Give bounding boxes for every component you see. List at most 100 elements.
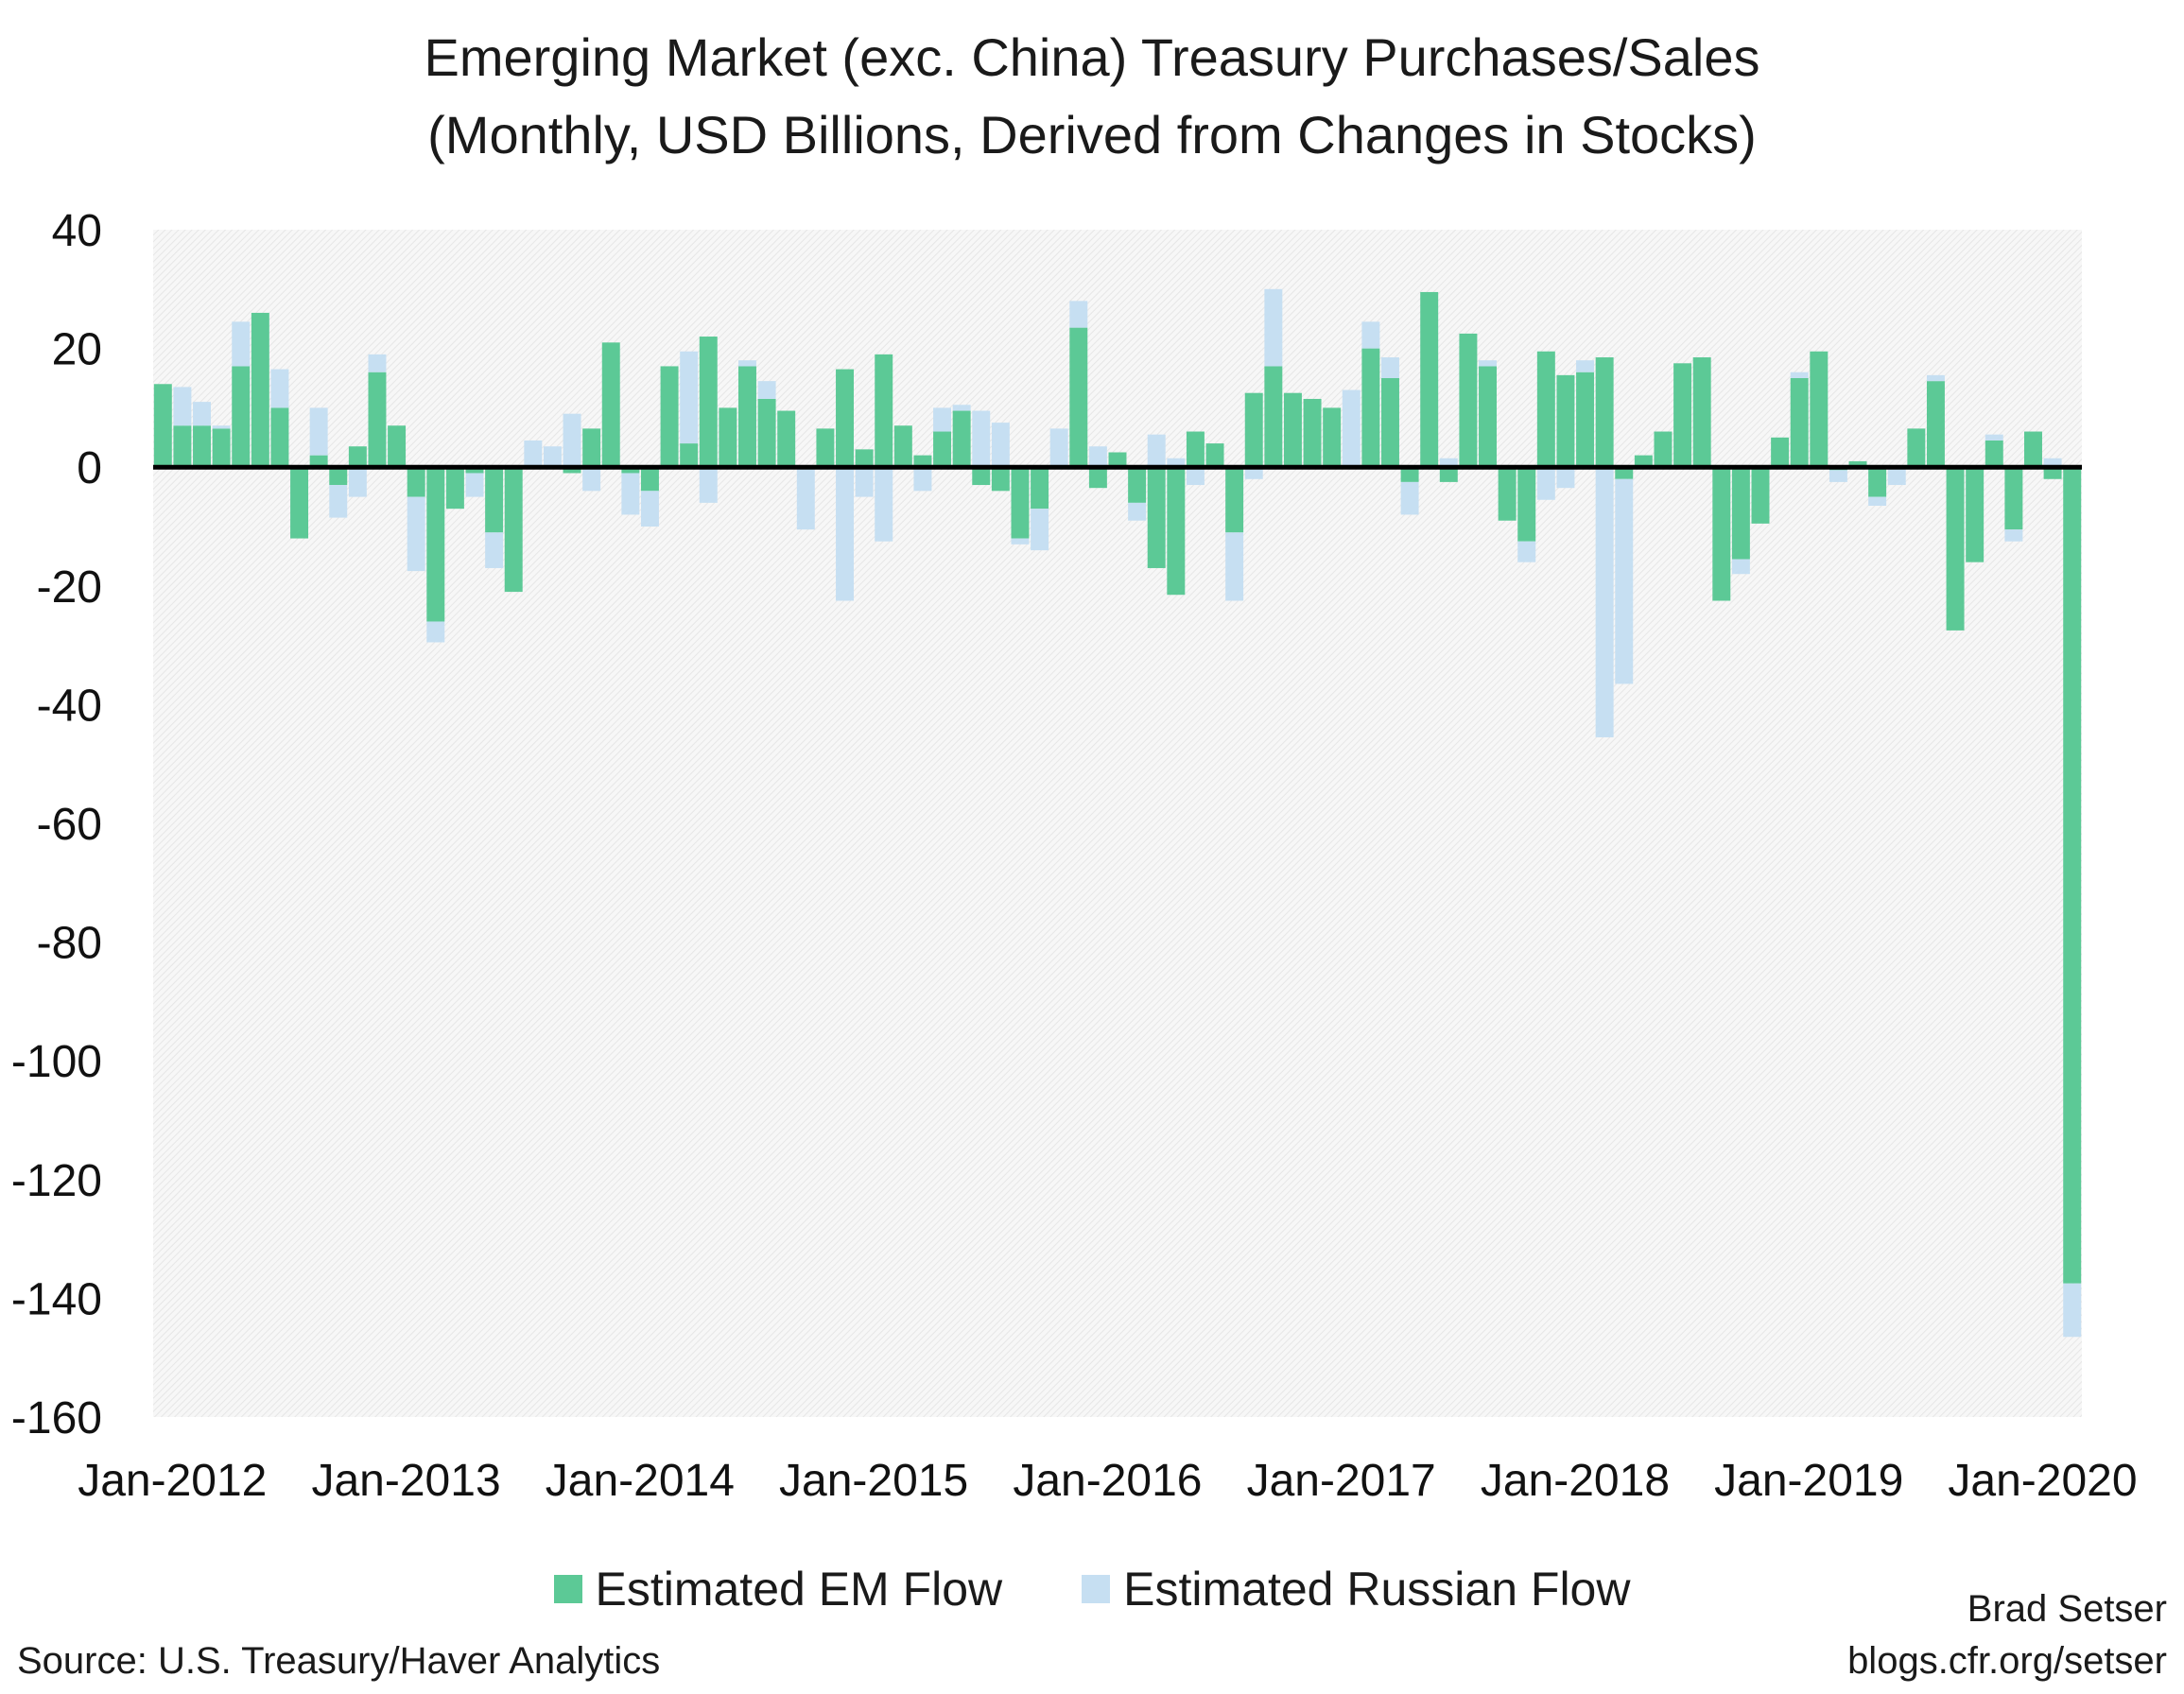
source-note: Source: U.S. Treasury/Haver Analytics [17,1640,661,1682]
bar-em [465,467,484,474]
bar-em [777,410,796,468]
bar-russian [543,446,562,468]
bar-russian [1615,478,1634,684]
bar-em [1985,440,2003,468]
bar-russian [582,467,601,492]
bar-russian [680,351,699,444]
bar-em [1323,407,1342,468]
bar-em [1810,351,1829,468]
bar-russian [2043,458,2062,468]
bar-em [2004,467,2023,530]
bar-russian [1264,288,1283,367]
bar-em [1907,428,1926,468]
x-tick-label: Jan-2019 [1714,1456,1903,1506]
y-tick-label: -120 [11,1156,102,1206]
bar-russian [933,407,952,432]
bar-em [232,366,251,468]
bar-russian [465,473,484,497]
bar-em [1264,366,1283,468]
bar-russian [270,369,289,408]
x-tick-label: Jan-2017 [1247,1456,1436,1506]
chart-title: Emerging Market (exc. China) Treasury Pu… [424,27,1760,87]
bar-russian [1186,467,1205,486]
bar-em [1634,455,1653,468]
bar-em [212,428,231,468]
bar-russian [1225,532,1244,601]
bar-em [1926,381,1945,468]
author-credit: Brad Setser [1967,1588,2167,1630]
bar-russian [1069,301,1088,328]
bar-em [1244,392,1263,468]
bar-em [836,369,854,468]
x-axis-ticks: Jan-2012 Jan-2013 Jan-2014 Jan-2015 Jan-2016… [78,1456,2137,1506]
bar-russian [1011,538,1030,544]
bar-russian [348,467,367,497]
bar-em [1225,467,1244,533]
bar-em [173,425,192,468]
bar-russian [407,496,425,572]
bar-russian [1868,496,1887,507]
bar-russian [738,360,756,367]
bar-em [1556,374,1575,468]
bar-em [1848,460,1867,468]
bar-russian [1439,458,1458,468]
bar-em [193,425,211,468]
y-tick-label: 20 [52,325,102,375]
y-tick-label: -60 [37,800,102,850]
bar-em [1088,467,1107,489]
bar-russian [836,467,854,601]
bar-russian [1361,321,1380,349]
bar-em [1439,467,1458,482]
x-tick-label: Jan-2020 [1948,1456,2137,1506]
bar-em [875,354,893,468]
bar-russian [1167,458,1186,468]
bar-em [933,431,952,468]
bar-em [660,366,679,468]
bar-em [1595,357,1614,468]
bar-russian [1400,481,1419,515]
bar-russian [329,485,348,518]
bar-em [738,366,756,468]
legend-item-russian: Estimated Russian Flow [1082,1562,1630,1616]
bar-russian [855,467,874,497]
bar-russian [309,407,328,456]
bar-em [1712,467,1731,601]
bar-em [1790,378,1809,468]
bar-russian [1985,434,2003,441]
y-tick-label: -20 [37,562,102,613]
bar-russian [1829,470,1847,482]
bar-russian [796,467,815,530]
bar-russian [699,467,718,503]
bar-em [309,455,328,468]
bar-em [991,467,1010,492]
bar-em [1303,398,1322,468]
bar-em [1283,392,1302,468]
bar-russian [1031,509,1049,551]
bar-em [1147,467,1166,568]
legend-swatch-russian [1082,1575,1111,1603]
y-tick-label: 0 [77,443,102,493]
bar-em [1654,431,1673,468]
bar-russian [1595,467,1614,737]
bar-em [952,410,971,468]
bar-em [1186,431,1205,468]
bar-russian [1790,372,1809,378]
bar-em [153,384,172,468]
bar-em [621,467,640,474]
bar-em [601,342,620,468]
bar-em [563,467,581,474]
bar-russian [1556,467,1575,489]
bar-russian [485,532,504,568]
bar-em [1381,378,1399,468]
bar-russian [524,440,543,468]
bar-russian [212,425,231,429]
bar-russian [1088,446,1107,468]
bar-russian [1342,389,1361,468]
bar-em [1615,467,1634,479]
bar-em [2043,467,2062,479]
x-tick-label: Jan-2018 [1481,1456,1670,1506]
bar-em [368,372,387,468]
bar-em [913,455,932,468]
bar-russian [1517,541,1536,562]
bar-russian [1381,357,1399,378]
